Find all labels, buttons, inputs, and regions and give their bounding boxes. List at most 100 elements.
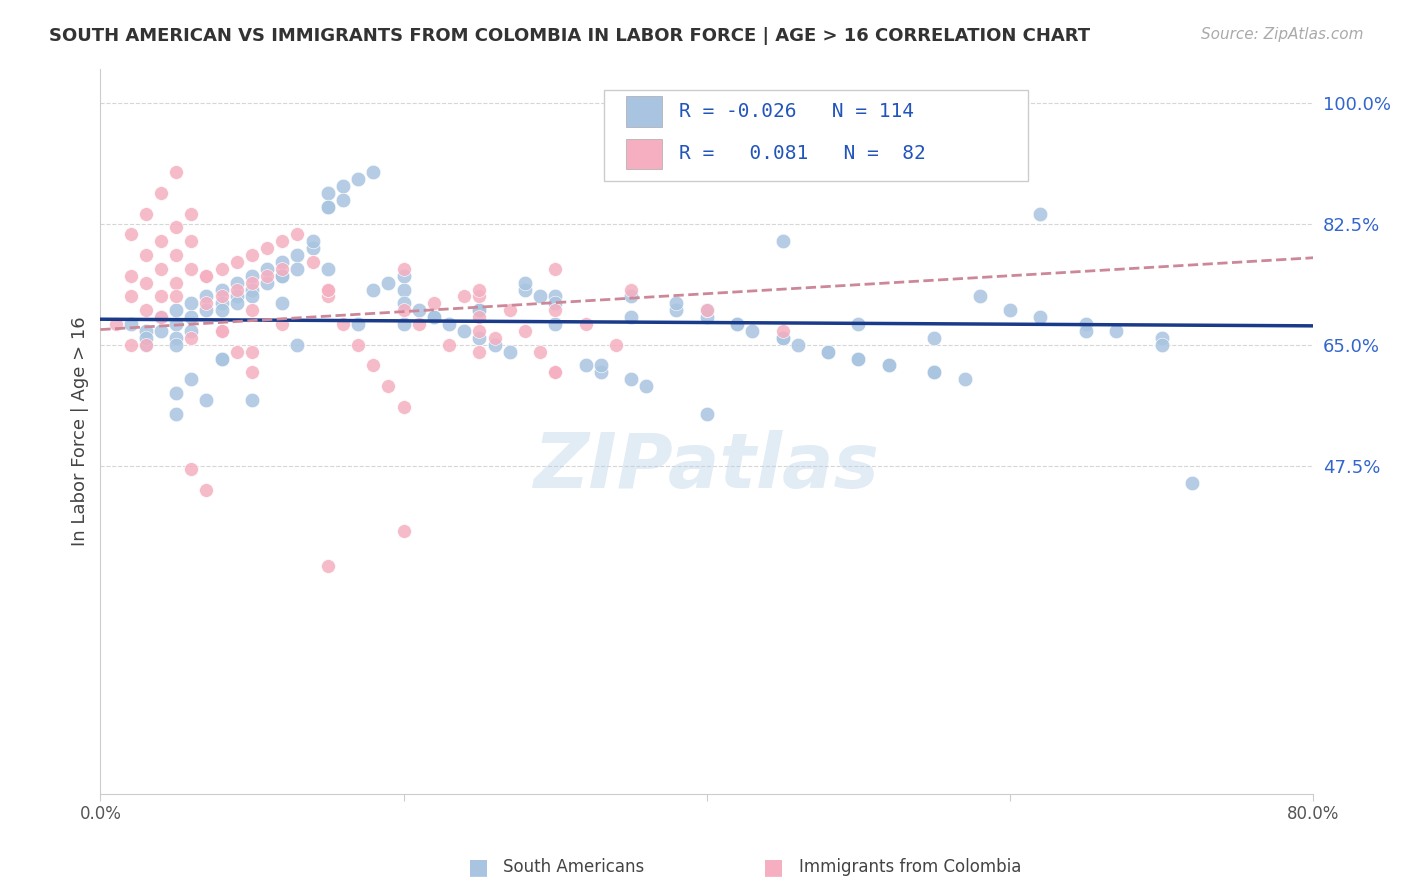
Point xyxy=(256,276,278,290)
Point xyxy=(544,317,567,331)
Point xyxy=(877,359,900,373)
FancyBboxPatch shape xyxy=(626,96,662,127)
Point xyxy=(347,317,370,331)
Point xyxy=(195,392,218,407)
Point xyxy=(135,338,157,352)
Point xyxy=(225,289,247,303)
Point xyxy=(392,317,415,331)
Point xyxy=(165,386,187,401)
Point xyxy=(316,200,339,214)
Point xyxy=(377,379,399,393)
Point xyxy=(165,303,187,318)
Text: SOUTH AMERICAN VS IMMIGRANTS FROM COLOMBIA IN LABOR FORCE | AGE > 16 CORRELATION: SOUTH AMERICAN VS IMMIGRANTS FROM COLOMB… xyxy=(49,27,1090,45)
Point xyxy=(150,310,173,325)
Point xyxy=(544,289,567,303)
Point xyxy=(696,310,718,325)
Point xyxy=(665,303,688,318)
Point xyxy=(484,338,506,352)
Point xyxy=(468,303,491,318)
Point xyxy=(499,303,522,318)
Point xyxy=(620,283,643,297)
Point xyxy=(271,268,294,283)
Point xyxy=(468,310,491,325)
Point xyxy=(1150,338,1173,352)
Point xyxy=(225,276,247,290)
Point xyxy=(135,324,157,338)
Point xyxy=(150,324,173,338)
Text: ZIPatlas: ZIPatlas xyxy=(534,430,880,504)
Point xyxy=(605,338,627,352)
Point xyxy=(696,303,718,318)
Point xyxy=(408,317,430,331)
Point xyxy=(922,365,945,379)
Point xyxy=(135,276,157,290)
Point xyxy=(240,392,263,407)
Point xyxy=(817,344,839,359)
Point xyxy=(392,400,415,414)
Point xyxy=(195,268,218,283)
Point xyxy=(180,234,202,248)
Point xyxy=(392,524,415,539)
Point xyxy=(529,289,551,303)
Point xyxy=(120,227,142,242)
Point xyxy=(953,372,976,386)
Point xyxy=(725,317,748,331)
Point xyxy=(240,283,263,297)
Point xyxy=(453,324,475,338)
Point xyxy=(1074,324,1097,338)
Point xyxy=(513,283,536,297)
Point xyxy=(620,372,643,386)
Point xyxy=(544,365,567,379)
Point xyxy=(423,296,446,310)
Point xyxy=(165,248,187,262)
Point xyxy=(301,241,323,255)
Point xyxy=(316,261,339,276)
Point xyxy=(195,268,218,283)
Point xyxy=(135,303,157,318)
Point xyxy=(316,283,339,297)
Point xyxy=(195,483,218,497)
Point xyxy=(225,283,247,297)
Point xyxy=(256,268,278,283)
Point xyxy=(544,296,567,310)
Point xyxy=(287,338,309,352)
Point xyxy=(665,296,688,310)
Point xyxy=(332,193,354,207)
Text: Source: ZipAtlas.com: Source: ZipAtlas.com xyxy=(1201,27,1364,42)
Point xyxy=(696,407,718,421)
Point xyxy=(316,186,339,200)
Point xyxy=(120,289,142,303)
Point xyxy=(877,359,900,373)
Point xyxy=(180,372,202,386)
Point xyxy=(1029,310,1052,325)
Point xyxy=(922,365,945,379)
Point xyxy=(150,310,173,325)
Point xyxy=(316,289,339,303)
Point xyxy=(195,289,218,303)
Point xyxy=(636,379,658,393)
Point xyxy=(180,462,202,476)
Point xyxy=(347,338,370,352)
Point xyxy=(271,296,294,310)
Point xyxy=(453,289,475,303)
Point xyxy=(165,276,187,290)
Point xyxy=(120,317,142,331)
Point xyxy=(332,178,354,193)
Point xyxy=(240,289,263,303)
Text: R = -0.026   N = 114: R = -0.026 N = 114 xyxy=(679,102,914,120)
Point xyxy=(484,331,506,345)
Point xyxy=(574,317,596,331)
Point xyxy=(271,255,294,269)
Point xyxy=(165,338,187,352)
Point xyxy=(271,261,294,276)
Point xyxy=(104,317,127,331)
Point xyxy=(574,359,596,373)
Point xyxy=(211,324,233,338)
Point xyxy=(786,338,808,352)
Point xyxy=(589,359,612,373)
Point xyxy=(468,331,491,345)
Point xyxy=(589,365,612,379)
Text: ■: ■ xyxy=(763,857,783,877)
FancyBboxPatch shape xyxy=(603,90,1028,181)
Point xyxy=(468,289,491,303)
